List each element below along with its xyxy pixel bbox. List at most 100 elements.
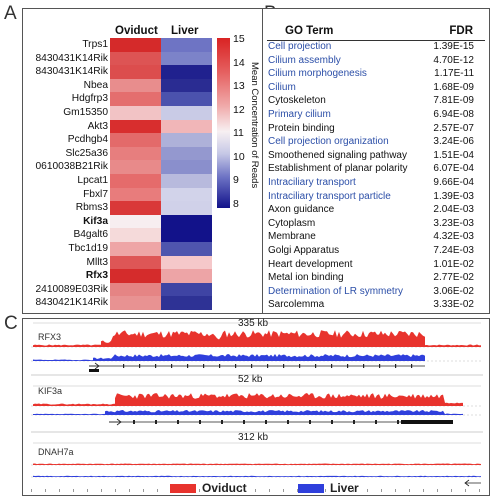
axis-tick xyxy=(255,489,256,492)
liver-coverage xyxy=(33,359,93,361)
go-table-row: Protein binding 2.57E-07 xyxy=(268,122,486,136)
heatmap-cell-liver xyxy=(161,51,212,66)
heatmap-cell-liver xyxy=(161,146,212,161)
go-term: Establishment of planar polarity xyxy=(268,163,408,175)
heatmap-cell-oviduct xyxy=(110,187,161,202)
go-term: Cytoplasm xyxy=(268,217,316,229)
legend-swatch xyxy=(170,484,196,493)
go-table-row: Cytoplasm 3.23E-03 xyxy=(268,217,486,231)
go-table-row: Membrane 4.32E-03 xyxy=(268,230,486,244)
track-scale-label: 335 kb xyxy=(238,318,269,329)
go-term: Heart development xyxy=(268,258,353,270)
go-term: Golgi Apparatus xyxy=(268,245,340,256)
heatmap-cell-liver xyxy=(161,119,212,134)
go-term: Metal ion binding xyxy=(268,272,344,284)
heatmap-cell-liver xyxy=(161,228,212,242)
axis-tick xyxy=(59,489,60,492)
axis-tick xyxy=(87,489,88,492)
colorbar-tick-label: 11 xyxy=(233,127,244,139)
exon xyxy=(267,364,269,368)
gene-label: 8430431K14Rik xyxy=(35,66,108,78)
exon xyxy=(89,369,99,372)
axis-tick xyxy=(31,489,32,492)
track-gene-label: DNAH7a xyxy=(38,447,74,457)
strand-arrow xyxy=(89,362,100,370)
go-fdr: 1.68E-09 xyxy=(433,81,474,93)
axis-tick xyxy=(381,489,382,492)
axis-tick xyxy=(269,489,270,492)
heatmap-cell-liver xyxy=(161,133,212,147)
axis-tick xyxy=(73,489,74,492)
colorbar-tick-label: 14 xyxy=(233,56,245,69)
heatmap-cell-liver xyxy=(161,214,212,229)
go-fdr: 3.06E-02 xyxy=(433,285,474,297)
axis-tick xyxy=(437,489,438,492)
header-divider xyxy=(267,40,485,41)
gene-label: 0610038B21Rik xyxy=(35,161,108,173)
go-table-row: Heart development 1.01E-02 xyxy=(268,258,486,272)
go-fdr: 7.81E-09 xyxy=(433,95,474,107)
go-table-row: Determination of LR symmetry 3.06E-02 xyxy=(268,285,486,299)
heatmap-cell-oviduct xyxy=(110,242,161,256)
go-table-row: Axon guidance 2.04E-03 xyxy=(268,203,486,217)
legend-swatch xyxy=(298,484,324,493)
heatmap-cell-oviduct xyxy=(110,92,161,106)
gene-label: 8430431K14Rik xyxy=(35,52,108,64)
axis-tick xyxy=(409,489,410,492)
go-term: Cilium assembly xyxy=(268,54,341,66)
go-term: Cell projection organization xyxy=(268,136,389,148)
axis-tick xyxy=(101,489,102,492)
go-table-row: Cell projection organization 3.24E-06 xyxy=(268,135,486,149)
go-fdr: 1.17E-11 xyxy=(434,68,474,80)
heatmap-cell-oviduct xyxy=(110,38,161,52)
oviduct-coverage xyxy=(101,330,425,347)
go-table-row: Primary cilium 6.94E-08 xyxy=(268,108,486,122)
track-gene-label: KIF3a xyxy=(38,386,63,396)
go-table-row: Cilium morphogenesis 1.17E-11 xyxy=(268,67,486,81)
go-fdr: 2.04E-03 xyxy=(433,204,474,216)
exon xyxy=(203,364,205,368)
exon xyxy=(395,364,397,368)
heatmap-cell-liver xyxy=(161,106,212,120)
heatmap-cell-liver xyxy=(161,160,212,174)
go-term: Axon guidance xyxy=(268,204,335,216)
liver-coverage xyxy=(93,354,425,361)
exon xyxy=(251,364,253,368)
go-term: Protein binding xyxy=(268,122,335,134)
track-scale-label: 52 kb xyxy=(238,374,263,385)
axis-tick xyxy=(143,489,144,492)
colorbar xyxy=(217,38,230,208)
heatmap-cell-liver xyxy=(161,92,212,106)
gene-label: 8430421K14Rik xyxy=(35,297,108,309)
axis-tick xyxy=(465,489,466,492)
go-table-row: Cilium 1.68E-09 xyxy=(268,81,486,95)
go-table-row: Cytoskeleton 7.81E-09 xyxy=(268,94,486,108)
go-fdr: 1.51E-04 xyxy=(433,149,474,161)
exon xyxy=(283,364,285,368)
colorbar-tick-label: 10 xyxy=(233,150,245,163)
track-scale-label: 312 kb xyxy=(238,432,269,443)
go-fdr: 3.24E-06 xyxy=(433,136,474,148)
liver-coverage xyxy=(105,410,463,415)
go-fdr: 4.32E-03 xyxy=(433,231,474,243)
go-fdr: 1.39E-03 xyxy=(433,190,474,202)
heatmap-cell-oviduct xyxy=(110,106,161,120)
heatmap-cell-liver xyxy=(161,255,212,270)
exon xyxy=(411,364,413,368)
browser-tracks xyxy=(31,322,483,492)
gene-label: Hdgfrp3 xyxy=(71,93,108,105)
gene-label: B4galt6 xyxy=(73,229,108,241)
heatmap-cell-oviduct xyxy=(110,51,161,66)
go-term: Primary cilium xyxy=(268,109,331,120)
gene-label: Kif3a xyxy=(83,215,108,227)
liver-coverage xyxy=(33,413,105,415)
axis-tick xyxy=(45,489,46,492)
panel-c-genome-browser xyxy=(22,318,490,496)
axis-tick xyxy=(283,489,284,492)
go-term: Smoothened signaling pathway xyxy=(268,149,407,161)
axis-tick xyxy=(241,489,242,492)
go-table-row: Cell projection 1.39E-15 xyxy=(268,40,486,54)
heatmap-cell-liver xyxy=(161,174,212,188)
go-table-row: Golgi Apparatus 7.24E-03 xyxy=(268,244,486,258)
heatmap-cell-oviduct xyxy=(110,133,161,147)
